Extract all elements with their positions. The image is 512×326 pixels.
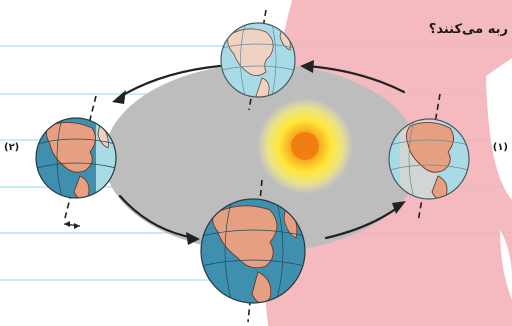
white-tail xyxy=(500,230,512,300)
curved-arrow-icon xyxy=(324,204,402,240)
curved-arrow-icon xyxy=(118,194,196,240)
white-notch xyxy=(486,58,512,200)
orbit-arrows xyxy=(116,64,406,240)
position-label-2: (۲) xyxy=(4,142,20,153)
question-text: ربه می‌کنند؟ xyxy=(428,22,508,37)
earth-globe-left xyxy=(35,95,117,229)
sun-icon xyxy=(257,98,353,194)
arrow-heads xyxy=(112,60,406,245)
earth-globe-bottom xyxy=(200,179,306,323)
earth-globe-right xyxy=(388,93,470,223)
earth-globe-top xyxy=(220,9,296,111)
curved-arrow-icon xyxy=(304,64,406,94)
curved-arrow-icon xyxy=(116,64,222,100)
position-label-1: (۱) xyxy=(492,142,508,153)
